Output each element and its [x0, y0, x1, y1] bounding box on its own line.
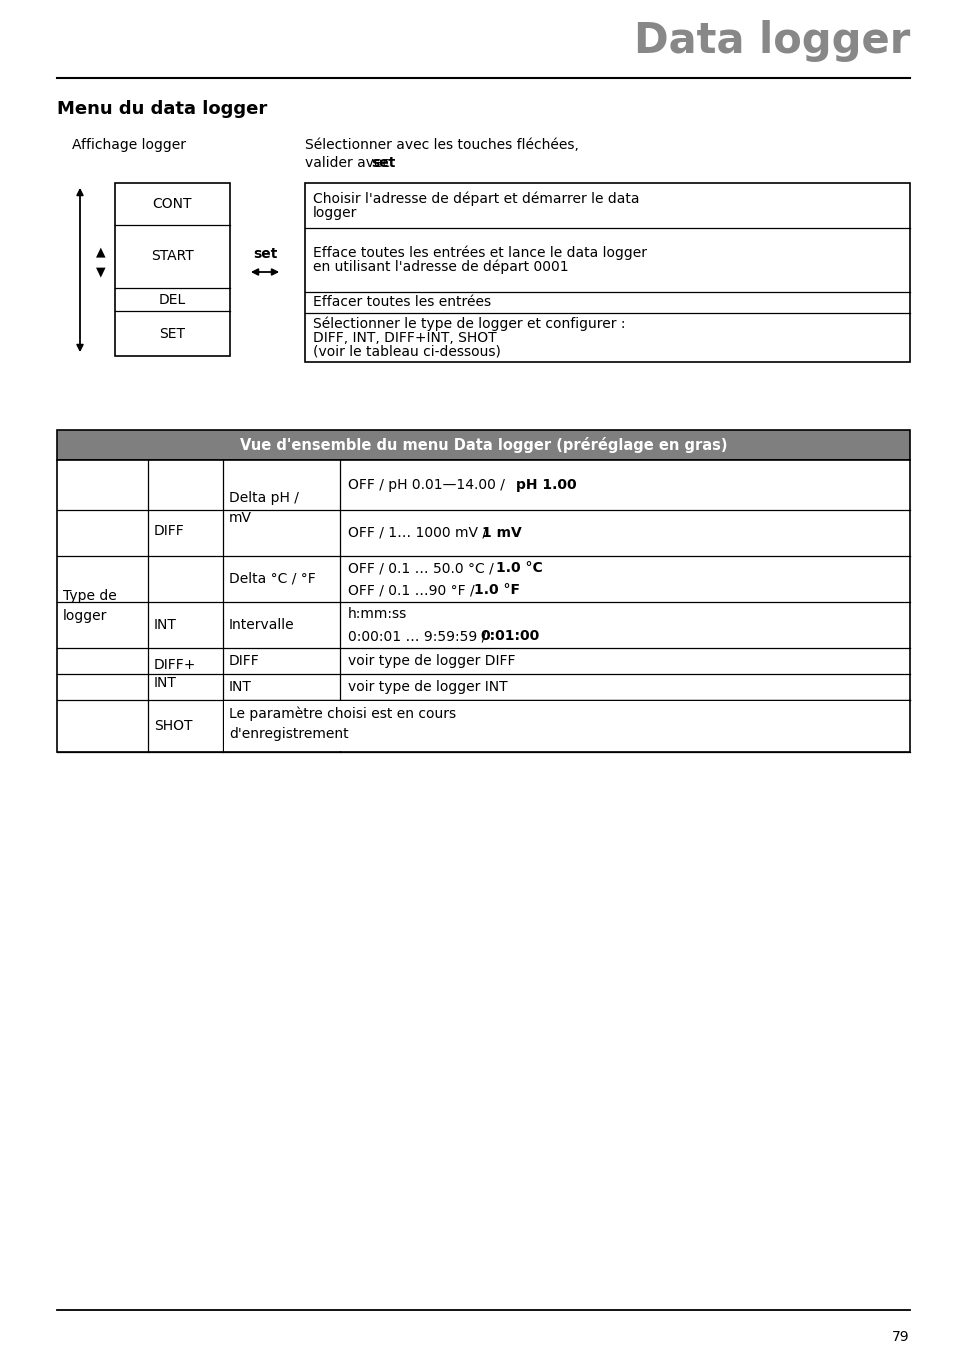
- Text: Affichage logger: Affichage logger: [71, 138, 186, 153]
- Bar: [57, 460, 909, 752]
- Bar: [115, 184, 230, 356]
- Text: 0:00:01 … 9:59:59 /: 0:00:01 … 9:59:59 /: [348, 629, 490, 643]
- Text: 79: 79: [891, 1330, 909, 1345]
- Text: valider avec: valider avec: [305, 157, 395, 170]
- Text: INT: INT: [229, 680, 252, 694]
- Text: en utilisant l'adresse de départ 0001: en utilisant l'adresse de départ 0001: [313, 259, 568, 274]
- Text: set: set: [371, 157, 395, 170]
- Text: set: set: [253, 247, 277, 261]
- Text: Efface toutes les entrées et lance le data logger: Efface toutes les entrées et lance le da…: [313, 246, 646, 261]
- Text: DEL: DEL: [159, 293, 186, 306]
- Text: Choisir l'adresse de départ et démarrer le data: Choisir l'adresse de départ et démarrer …: [313, 192, 639, 205]
- Text: DIFF, INT, DIFF+INT, SHOT: DIFF, INT, DIFF+INT, SHOT: [313, 331, 497, 344]
- Text: voir type de logger DIFF: voir type de logger DIFF: [348, 653, 515, 668]
- Text: 1.0 °F: 1.0 °F: [474, 583, 519, 597]
- Text: pH 1.00: pH 1.00: [516, 478, 576, 491]
- Text: DIFF+
INT: DIFF+ INT: [153, 657, 196, 690]
- Text: Intervalle: Intervalle: [229, 618, 294, 632]
- Text: Effacer toutes les entrées: Effacer toutes les entrées: [313, 296, 491, 309]
- Bar: [57, 431, 909, 460]
- Text: CONT: CONT: [152, 197, 193, 211]
- Bar: [305, 184, 909, 362]
- Text: logger: logger: [313, 205, 357, 220]
- Text: d'enregistrement: d'enregistrement: [229, 728, 348, 741]
- Text: INT: INT: [153, 618, 176, 632]
- Text: Menu du data logger: Menu du data logger: [57, 100, 267, 117]
- Text: (voir le tableau ci-dessous): (voir le tableau ci-dessous): [313, 344, 500, 359]
- Text: voir type de logger INT: voir type de logger INT: [348, 680, 507, 694]
- Text: ▲: ▲: [96, 246, 106, 258]
- Text: Delta °C / °F: Delta °C / °F: [229, 572, 315, 586]
- Text: 0:01:00: 0:01:00: [479, 629, 538, 643]
- Text: Delta pH /
mV: Delta pH / mV: [229, 491, 298, 525]
- Text: Sélectionner le type de logger et configurer :: Sélectionner le type de logger et config…: [313, 316, 625, 331]
- Text: OFF / 0.1 …90 °F /: OFF / 0.1 …90 °F /: [348, 583, 478, 597]
- Text: START: START: [151, 250, 193, 263]
- Text: SET: SET: [159, 327, 185, 340]
- Text: OFF / pH 0.01—14.00 /: OFF / pH 0.01—14.00 /: [348, 478, 509, 491]
- Text: Le paramètre choisi est en cours: Le paramètre choisi est en cours: [229, 707, 456, 721]
- Text: DIFF: DIFF: [153, 524, 185, 539]
- Text: OFF / 0.1 … 50.0 °C /: OFF / 0.1 … 50.0 °C /: [348, 562, 497, 575]
- Text: h:mm:ss: h:mm:ss: [348, 608, 407, 621]
- Text: DIFF: DIFF: [229, 653, 259, 668]
- Text: SHOT: SHOT: [153, 720, 193, 733]
- Text: 1.0 °C: 1.0 °C: [496, 562, 542, 575]
- Text: 1 mV: 1 mV: [481, 526, 521, 540]
- Text: ▼: ▼: [96, 266, 106, 278]
- Text: Type de
logger: Type de logger: [63, 589, 116, 622]
- Text: Vue d'ensemble du menu Data logger (préréglage en gras): Vue d'ensemble du menu Data logger (prér…: [239, 437, 726, 454]
- Bar: [224, 701, 908, 751]
- Text: Data logger: Data logger: [633, 20, 909, 62]
- Text: Sélectionner avec les touches fléchées,: Sélectionner avec les touches fléchées,: [305, 138, 578, 153]
- Text: OFF / 1… 1000 mV /: OFF / 1… 1000 mV /: [348, 526, 491, 540]
